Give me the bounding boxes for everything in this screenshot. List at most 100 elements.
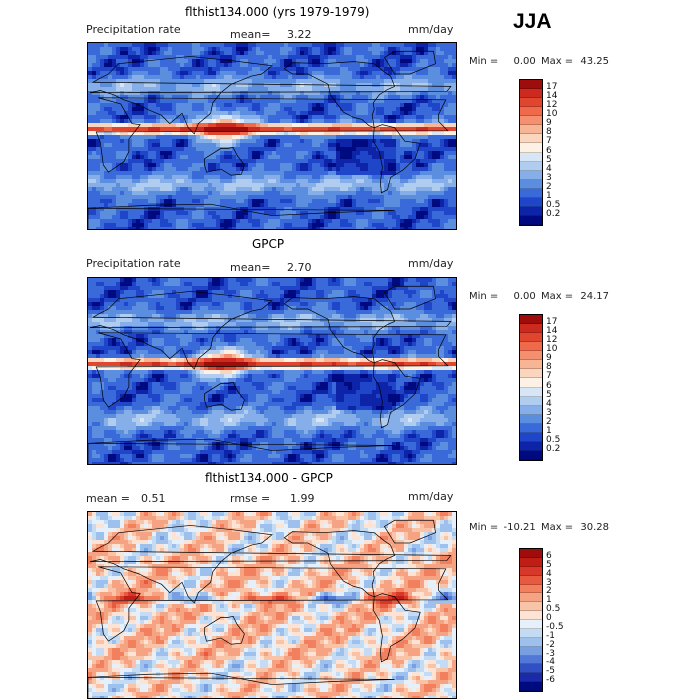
colorbar-level-label: 3 (546, 407, 552, 418)
colorbar-swatch (520, 315, 542, 325)
coastline (383, 50, 436, 75)
colorbar-swatch (520, 620, 542, 629)
colorbar-swatch (520, 125, 542, 135)
colorbar-swatch (520, 80, 542, 90)
panel2-max-label: Max = (540, 291, 574, 302)
panel1-variable-label: Precipitation rate (86, 23, 181, 36)
panel1-max-value: 43.25 (580, 56, 610, 67)
colorbar-swatch (520, 197, 542, 207)
coastline (383, 519, 436, 544)
colorbar-level-label: 0 (546, 613, 552, 623)
coastline (95, 566, 449, 642)
colorbar-swatch (520, 432, 542, 442)
panel1-max-label: Max = (540, 56, 574, 67)
colorbar-swatch (520, 378, 542, 388)
colorbar-swatch (520, 161, 542, 171)
panel2-units: mm/day (408, 257, 454, 270)
panel3-min-label: Min = (469, 522, 499, 533)
panel2-map (87, 277, 457, 465)
panel1-min-label: Min = (469, 56, 499, 67)
colorbar-level-label: 5 (546, 559, 552, 570)
colorbar-swatch (520, 611, 542, 620)
colorbar-level-label: 4 (546, 163, 552, 174)
colorbar-level-label: -0.5 (546, 621, 564, 632)
panel1-title: flthist134.000 (yrs 1979-1979) (185, 5, 370, 19)
panel2-colorbar (519, 314, 543, 461)
panel1-min-max: Min = 0.00 Max = 43.25 (469, 56, 609, 67)
colorbar-swatch (520, 396, 542, 406)
panel2-min-label: Min = (469, 291, 499, 302)
colorbar-swatch (520, 116, 542, 126)
colorbar-swatch (520, 98, 542, 108)
colorbar-swatch (520, 143, 542, 153)
colorbar-level-label: 2 (546, 586, 552, 597)
colorbar-swatch (520, 179, 542, 189)
coastline (88, 672, 395, 698)
colorbar-level-label: -1 (546, 630, 555, 641)
panel1-colorbar (519, 79, 543, 226)
colorbar-swatch (520, 673, 542, 683)
colorbar-level-label: 6 (546, 380, 552, 391)
colorbar-swatch (520, 360, 542, 370)
colorbar-level-label: 17 (546, 82, 558, 93)
panel3-min-value: -10.21 (503, 522, 536, 533)
colorbar-level-label: -3 (546, 648, 555, 659)
panel3-colorbar (519, 548, 543, 692)
colorbar-swatch (520, 414, 542, 424)
panel3-rmse-label: rmse = (230, 492, 271, 505)
coastline (372, 124, 421, 194)
panel2-map-svg (88, 278, 456, 464)
colorbar-level-label: 6 (546, 550, 552, 561)
panel3-title: flthist134.000 - GPCP (205, 471, 333, 485)
colorbar-level-label: 14 (546, 326, 558, 337)
colorbar-level-label: 0.2 (546, 208, 561, 219)
colorbar-swatch (520, 206, 542, 216)
colorbar-swatch (520, 369, 542, 379)
colorbar-level-label: 8 (546, 362, 552, 373)
panel1-mean-value: 3.22 (287, 28, 312, 41)
panel2-max-value: 24.17 (580, 291, 610, 302)
colorbar-level-label: 12 (546, 100, 558, 111)
panel3-mean-value: 0.51 (141, 492, 166, 505)
panel2-min-max: Min = 0.00 Max = 24.17 (469, 291, 609, 302)
panel2-variable-label: Precipitation rate (86, 257, 181, 270)
colorbar-level-label: 9 (546, 118, 552, 129)
colorbar-swatch (520, 152, 542, 162)
panel2-min-value: 0.00 (513, 291, 536, 302)
coastline (204, 146, 245, 176)
panel3-rmse-value: 1.99 (290, 492, 315, 505)
colorbar-level-label: 10 (546, 109, 558, 120)
panel1-units: mm/day (408, 23, 454, 36)
colorbar-level-label: -6 (546, 675, 555, 686)
colorbar-swatch (520, 423, 542, 433)
coastline (89, 56, 452, 135)
colorbar-swatch (520, 655, 542, 665)
colorbar-level-label: 2 (546, 416, 552, 427)
colorbar-level-label: 7 (546, 136, 552, 147)
colorbar-swatch (520, 342, 542, 352)
colorbar-swatch (520, 441, 542, 451)
colorbar-swatch (520, 387, 542, 397)
panel2-title: GPCP (252, 237, 285, 251)
coastline (95, 97, 449, 173)
colorbar-swatch (520, 575, 542, 585)
colorbar-swatch (520, 351, 542, 361)
colorbar-level-label: 4 (546, 568, 552, 579)
colorbar-swatch (520, 646, 542, 656)
panel3-mean-label: mean = (86, 492, 130, 505)
coastline (372, 359, 421, 429)
panel3-map-svg (88, 512, 456, 698)
colorbar-level-label: 5 (546, 154, 552, 165)
colorbar-swatch (520, 134, 542, 144)
colorbar-swatch (520, 593, 542, 603)
colorbar-level-label: 12 (546, 335, 558, 346)
panel1-mean-label: mean= (230, 28, 271, 41)
panel2-mean-label: mean= (230, 261, 271, 274)
colorbar-swatch (520, 566, 542, 576)
coastline (95, 332, 449, 408)
colorbar-level-label: 0.2 (546, 443, 561, 454)
coastline (204, 615, 245, 645)
colorbar-swatch (520, 450, 542, 460)
colorbar-swatch (520, 405, 542, 415)
coastline (204, 381, 245, 411)
